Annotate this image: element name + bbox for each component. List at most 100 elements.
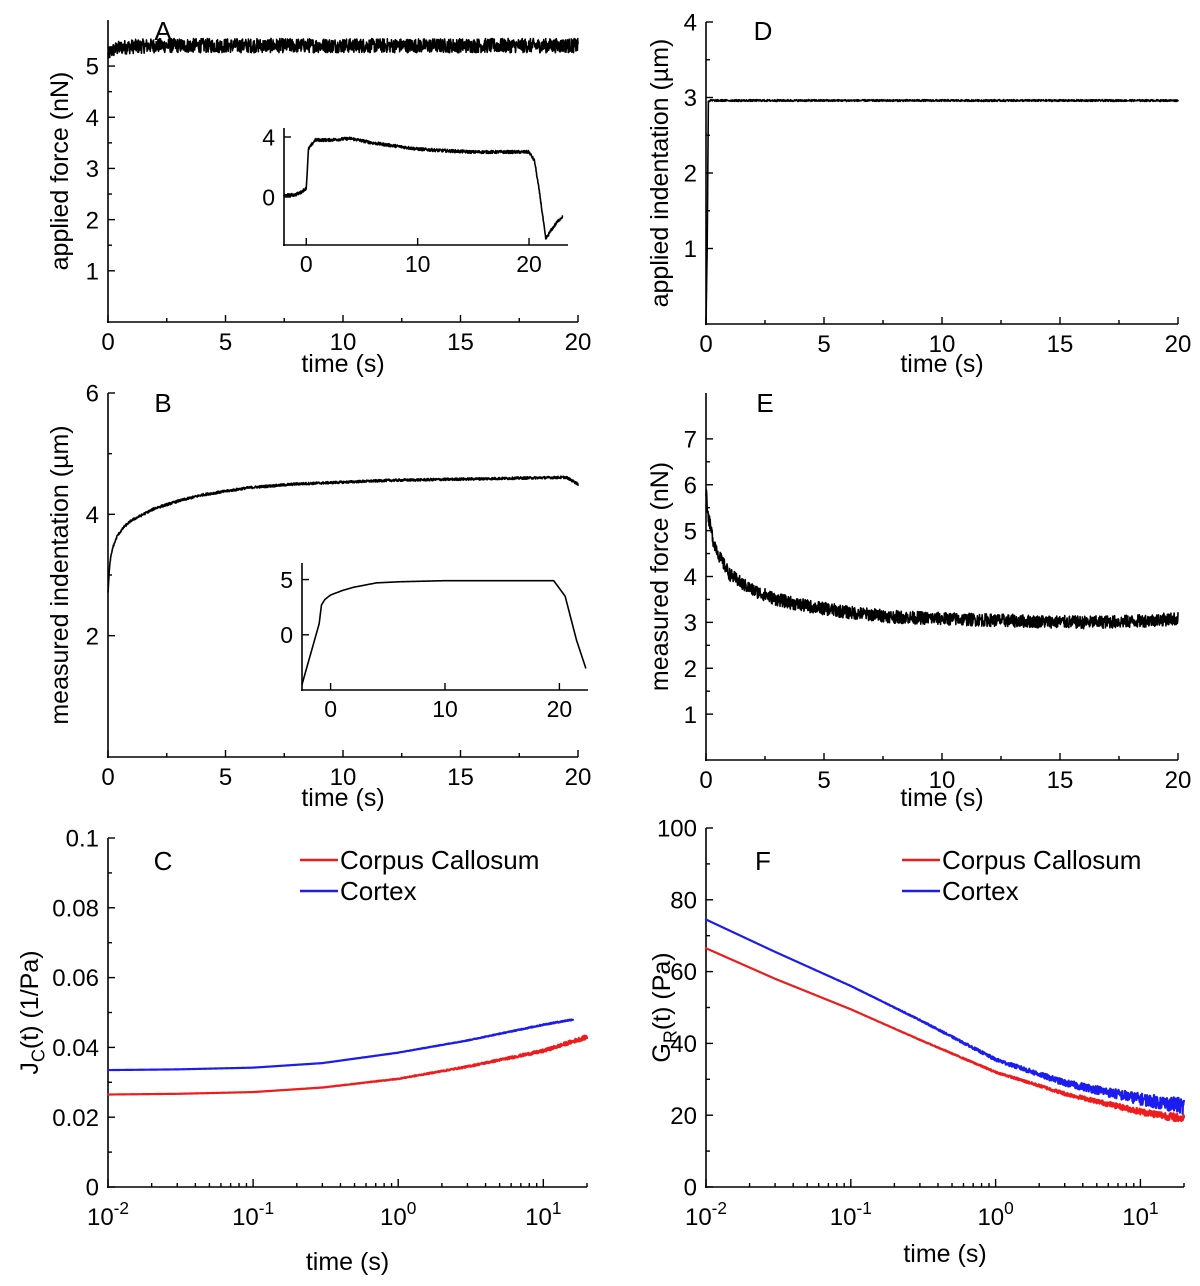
x-tick-label: 100 — [977, 1198, 1013, 1231]
y-tick-label: 0 — [86, 1175, 99, 1202]
x-tick-label: 15 — [1047, 767, 1074, 794]
x-tick-label: 10 — [929, 331, 956, 358]
x-tick-label: 10 — [929, 767, 956, 794]
panel-letter: B — [154, 388, 171, 418]
x-tick-label: 10-1 — [830, 1198, 872, 1231]
x-axis-label: time (s) — [301, 784, 384, 812]
y-tick-label: 4 — [684, 564, 697, 591]
series-line-cortex — [106, 1018, 575, 1072]
y-tick-label: 6 — [86, 381, 99, 408]
x-tick-label: 20 — [547, 696, 573, 722]
x-tick-label: 15 — [447, 329, 474, 356]
x-tick-label: 100 — [380, 1198, 416, 1231]
y-tick-label: 2 — [86, 207, 99, 234]
series-line-0 — [705, 488, 1179, 630]
series-line-0 — [301, 579, 587, 686]
y-tick-label: 0.04 — [52, 1035, 99, 1062]
y-tick-label: 3 — [86, 156, 99, 183]
x-axis-label: time (s) — [900, 784, 983, 812]
x-axis-label: time (s) — [301, 350, 384, 378]
y-tick-label: 2 — [684, 656, 697, 683]
x-tick-label: 20 — [565, 764, 592, 791]
y-tick-label: 1 — [684, 702, 697, 729]
series-line-cortex — [704, 918, 1186, 1115]
y-tick-label: 0.06 — [52, 965, 99, 992]
panel-letter: C — [154, 846, 173, 876]
y-tick-label: 0.08 — [52, 895, 99, 922]
y-axis-label: applied force (nN) — [46, 72, 74, 271]
x-tick-label: 5 — [219, 764, 232, 791]
y-axis-label: measured force (nN) — [646, 462, 674, 691]
panel-B: B 0 5 10 15 20 2 4 6 time (s) measured indentation… — [46, 381, 591, 812]
y-tick-label: 0 — [262, 184, 275, 210]
x-tick-label: 20 — [516, 251, 542, 277]
x-tick-label: 5 — [817, 331, 830, 358]
x-tick-label: 10 — [405, 251, 431, 277]
x-tick-label: 20 — [1165, 331, 1192, 358]
y-tick-label: 0.1 — [66, 826, 99, 853]
x-tick-label: 10 — [330, 329, 357, 356]
legend-label: Corpus Callosum — [340, 845, 539, 875]
y-axis-label: measured indentation (µm) — [46, 425, 74, 724]
x-tick-label: 0 — [101, 329, 114, 356]
panel-letter: E — [756, 388, 773, 418]
y-tick-label: 1 — [86, 258, 99, 285]
y-tick-label: 0 — [684, 1175, 697, 1202]
x-axis-label: time (s) — [306, 1248, 389, 1276]
x-tick-label: 5 — [219, 329, 232, 356]
series-line-0 — [107, 475, 579, 593]
y-tick-label: 4 — [86, 502, 99, 529]
y-tick-label: 1 — [684, 236, 697, 263]
y-tick-label: 2 — [86, 623, 99, 650]
y-tick-label: 2 — [684, 161, 697, 188]
y-tick-label: 3 — [684, 610, 697, 637]
panel-E: E 0 5 10 15 20 1 2 3 4 5 6 7 time (s) measured force (… — [646, 388, 1191, 812]
legend-label: Cortex — [340, 876, 417, 906]
y-axis-label: JC(t) (1/Pa) — [16, 950, 48, 1074]
y-tick-label: 4 — [86, 105, 99, 132]
x-tick-label: 15 — [1047, 331, 1074, 358]
y-tick-label: 3 — [684, 85, 697, 112]
x-tick-label: 10-2 — [87, 1198, 129, 1231]
panel-F: F 10-2 10-1 100 101 0 20 40 60 80 100 time (s) GR(t)… — [648, 816, 1186, 1268]
x-tick-label: 0 — [699, 331, 712, 358]
x-axis-label: time (s) — [903, 1240, 986, 1268]
x-tick-label: 20 — [565, 329, 592, 356]
y-tick-label: 7 — [684, 427, 697, 454]
x-tick-label: 0 — [300, 251, 313, 277]
panel-letter: D — [754, 16, 773, 46]
series-line-0 — [705, 98, 1179, 326]
y-tick-label: 5 — [684, 518, 697, 545]
x-tick-label: 10-1 — [232, 1198, 274, 1231]
y-axis-label: applied indentation (µm) — [646, 39, 674, 308]
y-tick-label: 20 — [670, 1103, 697, 1130]
y-tick-label: 6 — [684, 472, 697, 499]
x-axis-label: time (s) — [900, 350, 983, 378]
x-tick-label: 20 — [1165, 767, 1192, 794]
series-line-0 — [107, 37, 579, 59]
y-tick-label: 0 — [280, 622, 293, 648]
x-tick-label: 101 — [1122, 1198, 1158, 1231]
inset-plot: 0 10 20 0 4 — [262, 124, 568, 277]
y-tick-label: 100 — [657, 816, 697, 843]
y-tick-label: 0.02 — [52, 1105, 99, 1132]
x-tick-label: 101 — [525, 1198, 561, 1231]
x-tick-label: 10 — [432, 696, 458, 722]
y-tick-label: 5 — [86, 54, 99, 81]
y-axis-label: GR(t) (Pa) — [648, 952, 680, 1062]
y-tick-label: 80 — [670, 887, 697, 914]
panel-C: C 10-2 10-1 100 101 0 0.02 0.04 0.06 0.08 0.1 time … — [16, 826, 589, 1276]
x-tick-label: 10 — [330, 764, 357, 791]
panel-D: D 0 5 10 15 20 1 2 3 4 time (s) applied indentation… — [646, 10, 1191, 378]
panel-letter: F — [755, 846, 771, 876]
y-tick-label: 5 — [280, 567, 293, 593]
x-tick-label: 15 — [447, 764, 474, 791]
y-tick-label: 4 — [262, 124, 275, 150]
y-tick-label: 40 — [670, 1031, 697, 1058]
inset-plot: 0 10 20 0 5 — [280, 563, 588, 722]
x-tick-label: 10-2 — [685, 1198, 727, 1231]
series-line-corpus-callosum — [106, 1034, 589, 1096]
x-tick-label: 0 — [699, 767, 712, 794]
